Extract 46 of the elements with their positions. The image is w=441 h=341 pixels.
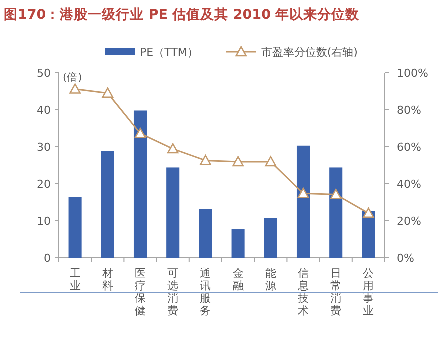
point — [298, 188, 310, 198]
point — [265, 156, 277, 167]
x-tick-label: 可选消费 — [168, 267, 179, 318]
bar — [264, 218, 278, 258]
bar — [232, 230, 245, 258]
point — [232, 156, 244, 167]
legend-label: PE（TTM） — [140, 46, 198, 59]
bar — [166, 168, 180, 258]
x-tick-label: 能源 — [265, 267, 276, 292]
x-tick-label: 日常消费 — [330, 267, 342, 318]
bar — [330, 168, 343, 258]
point — [70, 84, 81, 94]
x-tick-label: 金融 — [232, 267, 244, 292]
x-tick-label: 工业 — [70, 267, 81, 292]
x-tick-label: 通讯服务 — [200, 267, 212, 318]
x-tick-label: 信息技术 — [297, 267, 309, 318]
chart-title: 图170：港股一级行业 PE 估值及其 2010 年以来分位数 — [4, 7, 361, 23]
point — [134, 128, 146, 138]
y-tick-label: 10 — [37, 215, 51, 228]
y2-tick-label: 80% — [397, 104, 422, 117]
x-tick-label: 材料 — [101, 267, 114, 292]
bar — [199, 209, 212, 258]
y-tick-label: 0 — [44, 252, 51, 265]
bar — [68, 197, 82, 258]
bar — [134, 110, 148, 258]
y2-tick-label: 100% — [397, 67, 428, 80]
point — [363, 208, 374, 218]
bar — [296, 146, 310, 258]
y-tick-label: 30 — [37, 141, 51, 154]
y2-tick-label: 60% — [397, 141, 422, 154]
point — [200, 155, 212, 166]
y2-tick-label: 20% — [397, 215, 422, 228]
bar — [101, 151, 114, 258]
y-axis-title: (倍) — [63, 71, 82, 84]
y-tick-label: 50 — [37, 67, 51, 80]
y-tick-label: 20 — [37, 178, 51, 191]
bar — [362, 211, 376, 258]
y2-tick-label: 40% — [397, 178, 422, 191]
point — [102, 88, 114, 98]
x-tick-label: 医疗保健 — [135, 267, 146, 318]
x-tick-label: 公用事业 — [363, 267, 374, 318]
point — [167, 143, 179, 154]
y2-tick-label: 0% — [397, 252, 414, 265]
y-tick-label: 40 — [37, 104, 51, 117]
point — [330, 189, 342, 200]
legend-label: 市盈率分位数(右轴) — [261, 46, 358, 59]
